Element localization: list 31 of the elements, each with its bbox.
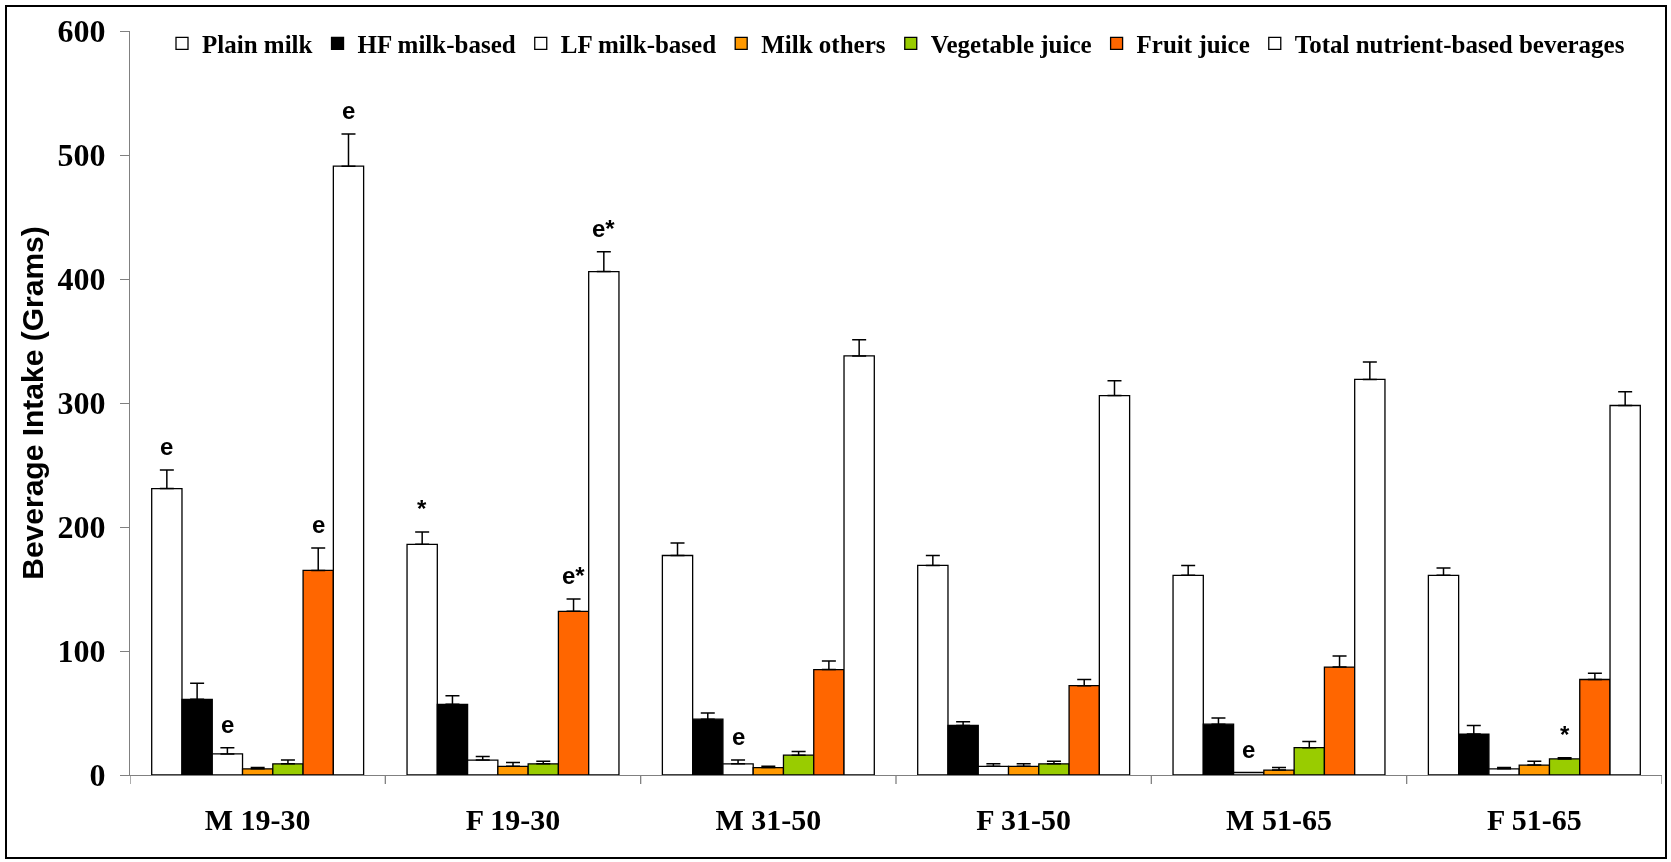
x-tick-label: M 19-30: [204, 803, 311, 837]
x-tick-label: F 51-65: [1486, 803, 1582, 837]
annotation: e: [221, 711, 235, 738]
y-tick-label: 500: [57, 137, 106, 174]
x-tick-label: M 31-50: [715, 803, 822, 837]
annotation: e: [312, 511, 326, 538]
y-tick-label: 600: [57, 13, 106, 50]
legend-label: Total nutrient-based beverages: [1294, 31, 1625, 59]
annotation: e: [342, 97, 356, 124]
annotation: e*: [562, 562, 586, 589]
legend-label: Vegetable juice: [930, 31, 1092, 59]
y-tick-label: 0: [89, 757, 106, 794]
y-axis-title: Beverage Intake (Grams): [16, 226, 50, 580]
annotation: e: [732, 723, 746, 750]
annotation: *: [417, 495, 427, 522]
y-tick-label: 400: [57, 261, 106, 298]
annotation: e: [160, 433, 174, 460]
x-tick-label: F 31-50: [976, 803, 1072, 837]
legend-label: HF milk-based: [357, 31, 516, 59]
legend-label: Milk others: [761, 31, 886, 59]
annotation: e*: [592, 215, 616, 242]
legend-label: Fruit juice: [1136, 31, 1250, 59]
legend-label: Plain milk: [202, 31, 313, 59]
y-tick-label: 300: [57, 385, 106, 422]
annotation: e: [1242, 736, 1256, 763]
y-tick-label: 100: [57, 633, 106, 670]
x-tick-label: M 51-65: [1226, 803, 1332, 837]
y-tick-label: 200: [57, 509, 106, 546]
x-tick-label: F 19-30: [465, 803, 561, 837]
annotation: *: [1560, 721, 1570, 748]
legend-label: LF milk-based: [560, 31, 717, 59]
